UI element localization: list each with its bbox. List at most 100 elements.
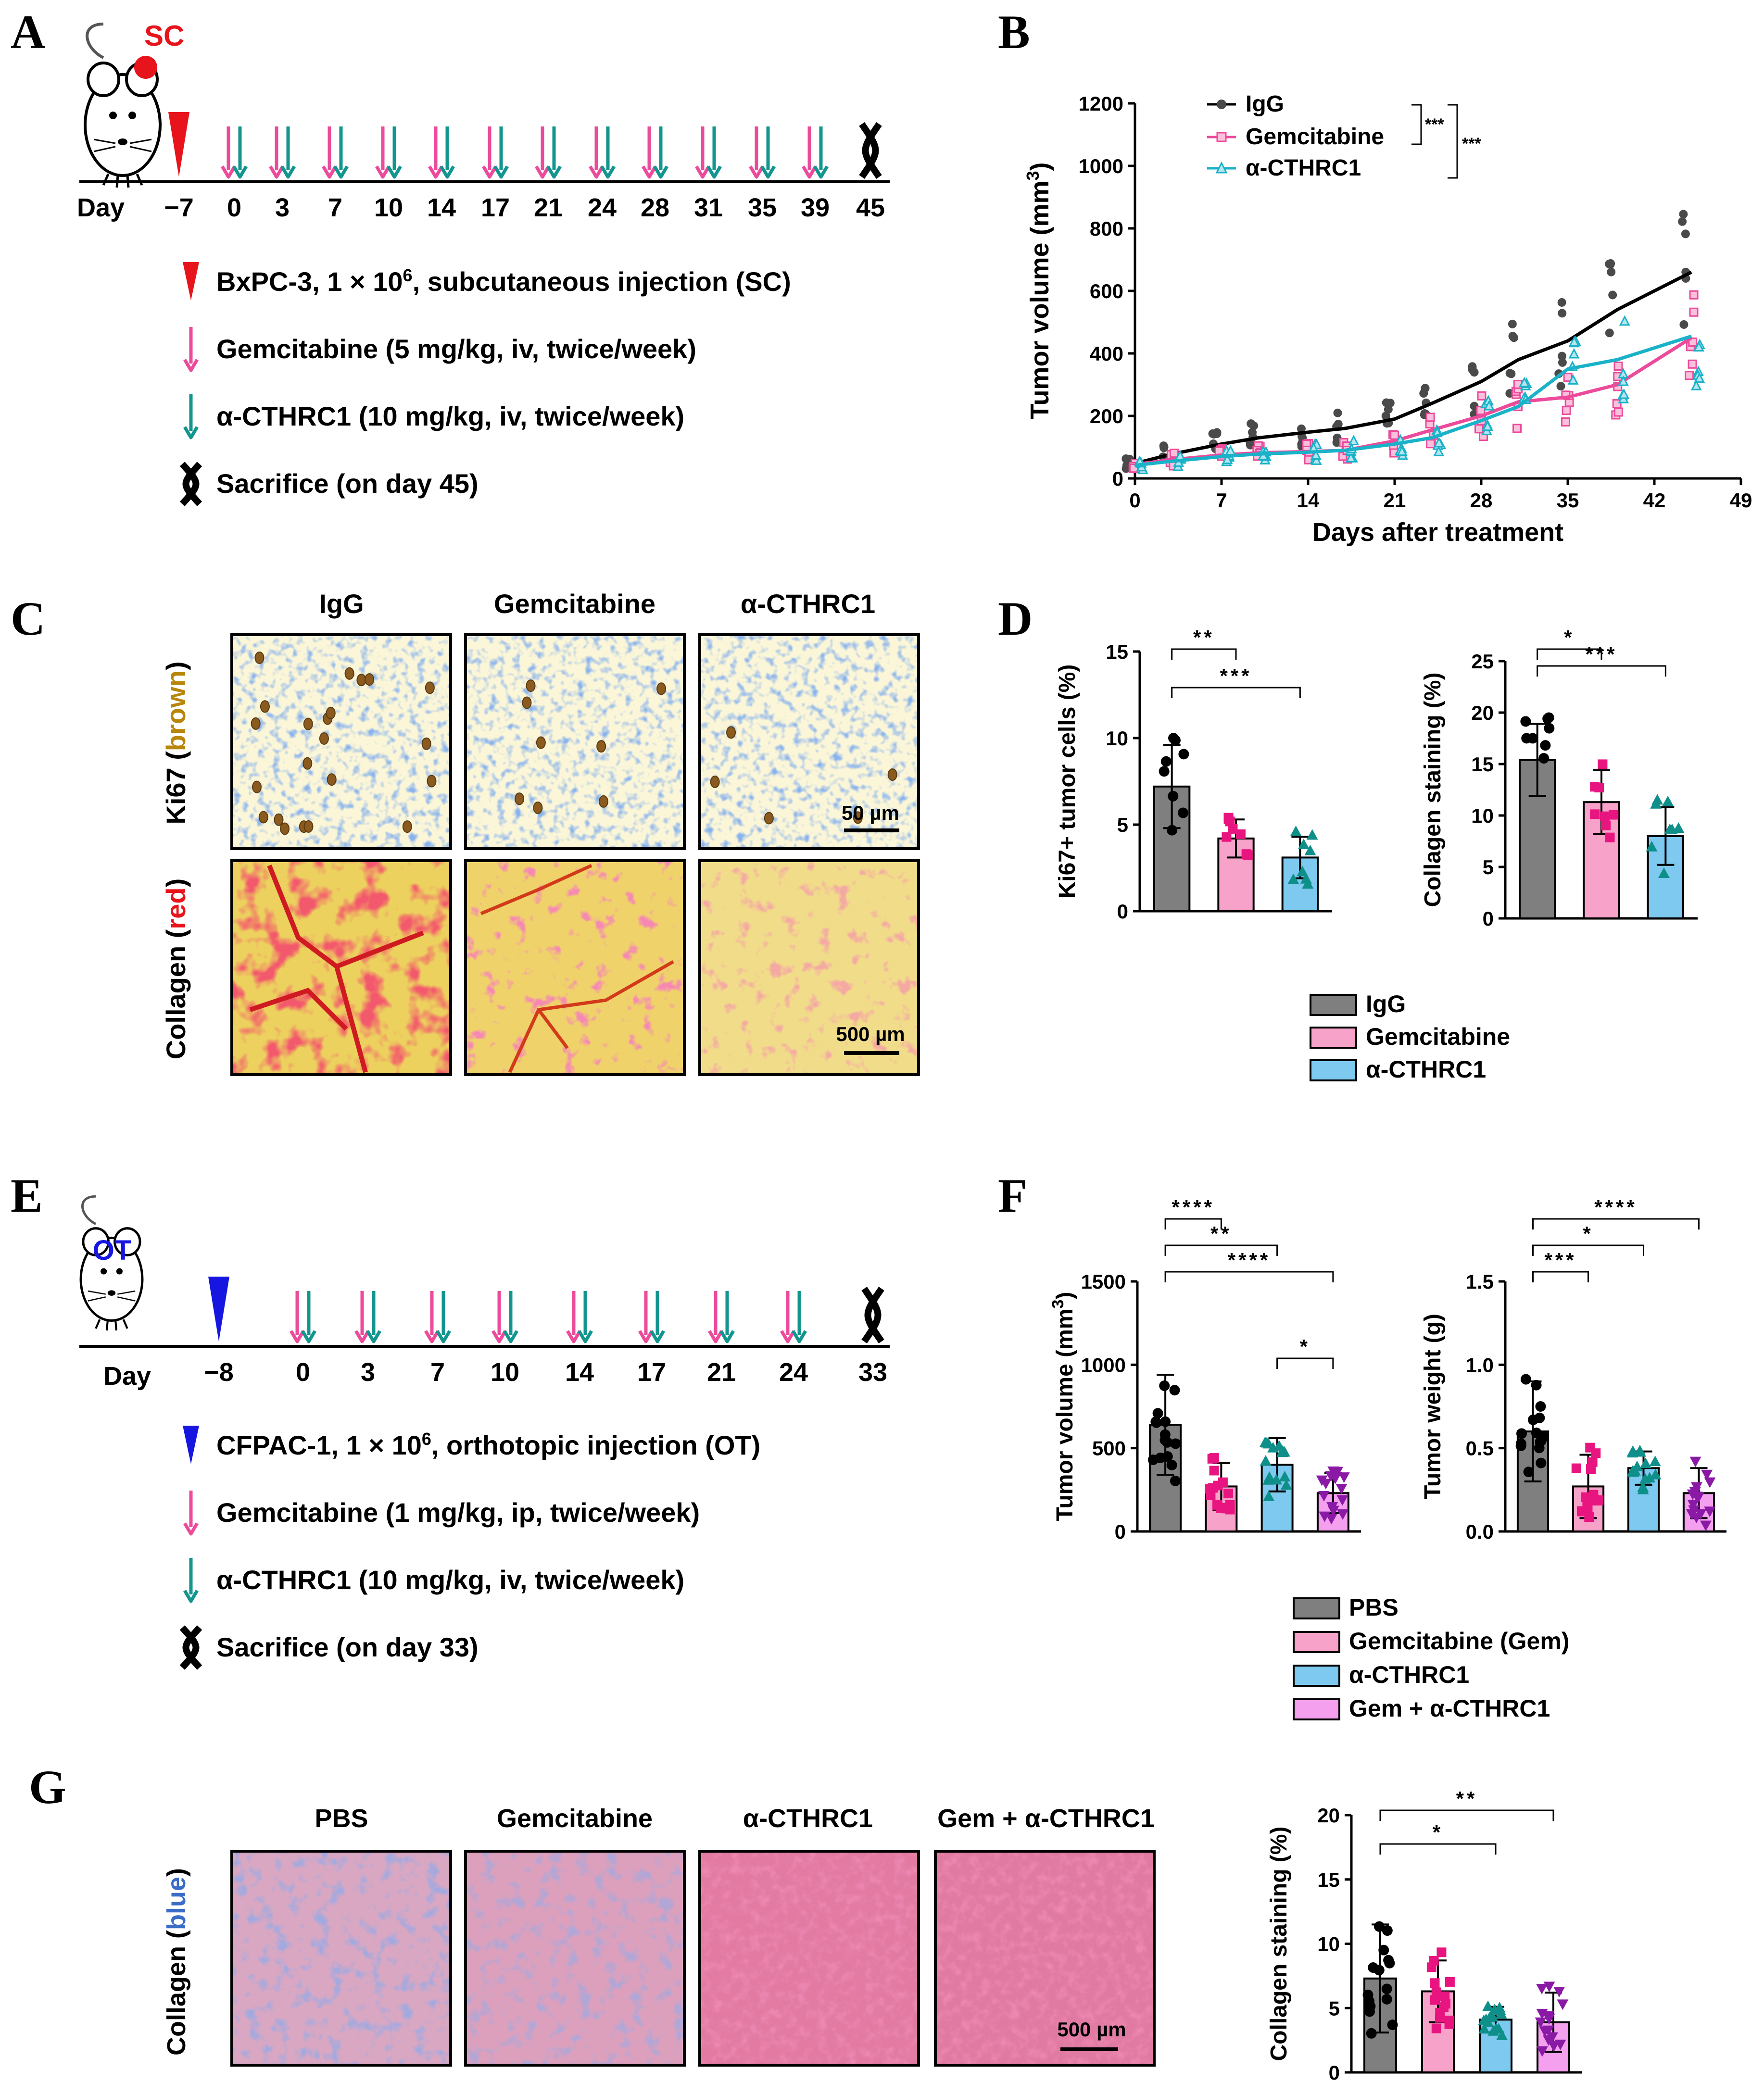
b-point-cthrc1	[1396, 445, 1408, 456]
collagen-image-igg	[230, 859, 452, 1076]
day-tick: 24	[588, 193, 617, 222]
bar-point	[1336, 1483, 1348, 1494]
legend-cthrc1-icon-head	[183, 1590, 199, 1603]
bar-point	[1167, 825, 1178, 836]
bar-point	[1362, 1989, 1373, 2000]
bar-point	[1646, 840, 1658, 852]
bar-point	[1598, 759, 1608, 769]
legend-swatch	[1310, 994, 1357, 1016]
bar-point	[1535, 1401, 1546, 1412]
legend-f: PBS Gemcitabine (Gem) α-CTHRC1 Gem + α-CTHR…	[1293, 1594, 1569, 1722]
ki67-brown-nucleus	[254, 651, 265, 664]
b-point-igg	[1208, 429, 1217, 438]
protocol-legend: BxPC-3, 1 × 106, subcutaneous injection …	[179, 262, 791, 506]
legend-text: Gemcitabine (1 mg/kg, ip, twice/week)	[216, 1497, 700, 1528]
bar-point	[1430, 1995, 1440, 2005]
panel-label-e: E	[11, 1169, 43, 1222]
ki67-brown-nucleus	[526, 679, 536, 692]
g-row-label-collagen: Collagen (blue)	[162, 1868, 191, 2056]
b-point-cthrc1	[1618, 388, 1630, 399]
legend-label: Gemcitabine	[1366, 1023, 1510, 1050]
ki67-image-gemcitabine	[464, 633, 686, 850]
bar-point	[1336, 1495, 1348, 1506]
legend-label: IgG	[1366, 991, 1406, 1017]
b-point-igg	[1468, 364, 1477, 373]
bar-point	[1535, 2017, 1547, 2028]
legend-text-part: Sacrifice (on day 45)	[216, 468, 479, 499]
g-image-gemcitabine	[464, 1850, 686, 2067]
b-point-igg	[1507, 369, 1516, 378]
ki67-brown-nucleus	[326, 706, 336, 719]
legend-text-part: , subcutaneous injection (SC)	[413, 266, 791, 297]
cthrc1-arrow-head	[301, 1330, 317, 1343]
sig-bracket	[1164, 1244, 1278, 1256]
collagen-image-gemcitabine	[464, 859, 686, 1076]
bar-point	[1152, 1408, 1163, 1419]
sig-bracket	[1171, 687, 1301, 698]
b-point-igg	[1557, 298, 1566, 307]
legend-d: IgG Gemcitabine α-CTHRC1	[1310, 991, 1510, 1083]
bar-point	[1578, 1506, 1588, 1517]
g-col-gemcitabine: Gemcitabine	[497, 1804, 653, 1833]
bar-point	[1571, 1463, 1581, 1473]
bar-point	[1695, 1509, 1707, 1520]
b-legend-marker	[1217, 100, 1226, 109]
ki67-brown-nucleus	[327, 773, 337, 786]
legend-text-part: BxPC-3, 1 × 10	[216, 266, 403, 297]
day-tick: 14	[565, 1358, 594, 1387]
b-sig-label-2: ***	[1462, 135, 1481, 153]
ki67-brown-nucleus	[251, 717, 261, 730]
ki67-brown-nucleus	[402, 820, 412, 833]
b-ytick-label: 0	[1112, 467, 1123, 490]
bar-point	[1373, 1921, 1385, 1932]
bar-point	[1689, 1456, 1701, 1467]
legend-text: α-CTHRC1 (10 mg/kg, iv, twice/week)	[216, 1565, 684, 1595]
panel-label-b: B	[998, 5, 1030, 59]
sig-bracket	[1164, 1218, 1222, 1229]
bar-point	[1241, 849, 1251, 859]
ki67-bar-chart: 0 5 10 15 Ki67+ tumor cells (%) *****	[1055, 626, 1332, 923]
timeline-days-e: −8 0 3 7 10 14 17 21 24 33	[204, 1358, 887, 1387]
bar-point	[1493, 2023, 1505, 2034]
bar-ytick-label: 1.5	[1466, 1270, 1494, 1293]
b-legend-marker	[1216, 132, 1227, 142]
bar-ytick-label: 10	[1471, 804, 1494, 827]
bar-point	[1588, 1490, 1599, 1500]
g-image-combo	[934, 1850, 1156, 2067]
bar-point	[1298, 839, 1310, 850]
gem-arrow-head	[375, 165, 391, 179]
day-tick: −8	[204, 1358, 234, 1387]
b-point-gem	[1425, 413, 1435, 422]
bar-ylabel-part: )	[1052, 1292, 1078, 1300]
day-tick: 21	[534, 193, 563, 222]
bar-point	[1520, 1374, 1531, 1385]
bar-point	[1516, 1428, 1527, 1439]
b-point-cthrc1	[1310, 454, 1322, 465]
sig-label: ***	[1585, 643, 1617, 665]
g-image-cthrc1	[698, 1850, 920, 2067]
day-tick: 3	[275, 193, 290, 222]
bar-point	[1287, 873, 1299, 884]
sig-bracket	[1379, 1809, 1554, 1821]
b-point-gem	[1512, 424, 1522, 433]
sig-label: *	[1433, 1821, 1443, 1844]
b-point-igg	[1556, 382, 1565, 391]
c-row-label-collagen: Collagen (red)	[161, 878, 191, 1060]
mouse-tag-sc: SC	[144, 20, 184, 52]
b-point-cthrc1	[1619, 315, 1630, 326]
sig-label: ****	[1228, 1249, 1271, 1271]
b-point-cthrc1	[1618, 375, 1629, 386]
bar-point	[1482, 2000, 1494, 2011]
bar-point	[1178, 807, 1189, 818]
bar-point	[1276, 1446, 1288, 1457]
legend-swatch	[1293, 1597, 1340, 1619]
b-xtick-label: 21	[1384, 489, 1406, 512]
bar-point	[1536, 2008, 1548, 2019]
b-point-igg	[1247, 419, 1256, 428]
cthrc1-arrow-head	[493, 165, 509, 179]
ki67-brown-nucleus	[365, 673, 375, 686]
c-col-igg: IgG	[319, 589, 364, 619]
bar-point	[1540, 740, 1551, 751]
g-col-combo: Gem + α-CTHRC1	[937, 1804, 1155, 1833]
